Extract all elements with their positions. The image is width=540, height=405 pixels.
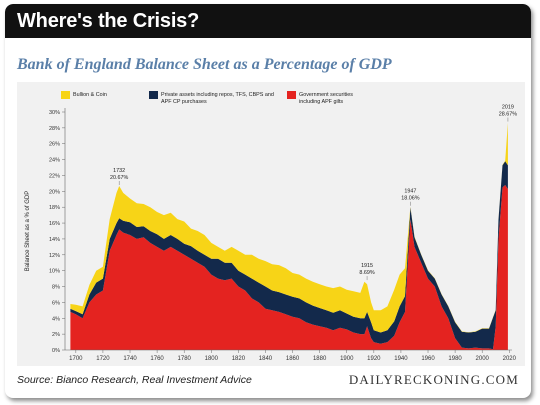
y-tick-label: 2% xyxy=(52,332,60,338)
chart-card: Where's the Crisis? Bank of England Bala… xyxy=(5,4,531,398)
y-tick-label: 6% xyxy=(52,300,60,306)
brand-logo-text: DAILYRECKONING.COM xyxy=(348,372,519,387)
x-tick-label: 1900 xyxy=(340,356,354,362)
x-tick-label: 1820 xyxy=(232,356,246,362)
x-tick-label: 2020 xyxy=(503,356,517,362)
y-tick-label: 4% xyxy=(52,316,60,322)
x-tick-label: 1760 xyxy=(150,356,164,362)
x-tick-label: 1960 xyxy=(421,356,435,362)
legend-label: APF CP purchases xyxy=(161,99,207,105)
x-tick-label: 1840 xyxy=(259,356,273,362)
legend-label: Private assets including repos, TFS, CBP… xyxy=(161,92,274,98)
y-tick-label: 16% xyxy=(49,221,60,227)
x-tick-label: 1740 xyxy=(123,356,137,362)
x-tick-label: 1700 xyxy=(69,356,83,362)
annotation-year: 1732 xyxy=(113,168,125,174)
x-tick-label: 1920 xyxy=(367,356,381,362)
x-tick-label: 1880 xyxy=(313,356,327,362)
y-tick-label: 30% xyxy=(49,110,60,116)
y-tick-label: 28% xyxy=(49,126,60,132)
annotation-year: 1947 xyxy=(404,189,416,195)
x-tick-label: 1800 xyxy=(205,356,219,362)
x-tick-label: 1780 xyxy=(178,356,192,362)
series-government-area xyxy=(70,185,508,350)
x-tick-label: 1860 xyxy=(286,356,300,362)
annotation-value: 20.67% xyxy=(110,175,128,181)
annotation-value: 28.67% xyxy=(499,112,517,118)
chart-title: Bank of England Balance Sheet as a Perce… xyxy=(17,56,392,73)
y-tick-label: 0% xyxy=(52,348,60,354)
y-tick-label: 18% xyxy=(49,205,60,211)
legend-label: Bullion & Coin xyxy=(73,92,107,98)
header-bar: Where's the Crisis? xyxy=(5,4,531,38)
y-tick-label: 22% xyxy=(49,173,60,179)
y-axis-label: Balance Sheet as a % of GDP xyxy=(25,191,31,271)
area-chart: 0% 2% 4% 6% 8% 10% 12% 14% 16% 18% 20% 22% 24% 26% 28%… xyxy=(25,91,517,362)
legend-swatch xyxy=(149,91,158,99)
source-note: Source: Bianco Research, Real Investment… xyxy=(17,374,252,386)
series-bullion-area xyxy=(70,122,508,333)
annotation-year: 2019 xyxy=(502,105,514,111)
y-tick-label: 14% xyxy=(49,237,60,243)
series-private-area xyxy=(70,161,508,350)
x-tick-label: 1720 xyxy=(96,356,110,362)
x-tick-label: 1980 xyxy=(448,356,462,362)
legend-swatch xyxy=(61,91,70,99)
y-tick-label: 20% xyxy=(49,189,60,195)
y-tick-label: 8% xyxy=(52,285,60,291)
y-tick-label: 24% xyxy=(49,158,60,164)
legend-label: including APF gilts xyxy=(299,99,343,105)
y-tick-label: 10% xyxy=(49,269,60,275)
legend-swatch xyxy=(287,91,296,99)
annotation-value: 8.69% xyxy=(359,270,374,276)
x-tick-label: 2000 xyxy=(476,356,490,362)
annotation-value: 18.06% xyxy=(401,196,419,202)
x-tick-label: 1940 xyxy=(394,356,408,362)
header-title: Where's the Crisis? xyxy=(17,10,200,32)
y-tick-label: 12% xyxy=(49,253,60,259)
y-tick-label: 26% xyxy=(49,142,60,148)
annotation-year: 1915 xyxy=(361,263,373,269)
legend-label: Government securities xyxy=(299,92,353,98)
